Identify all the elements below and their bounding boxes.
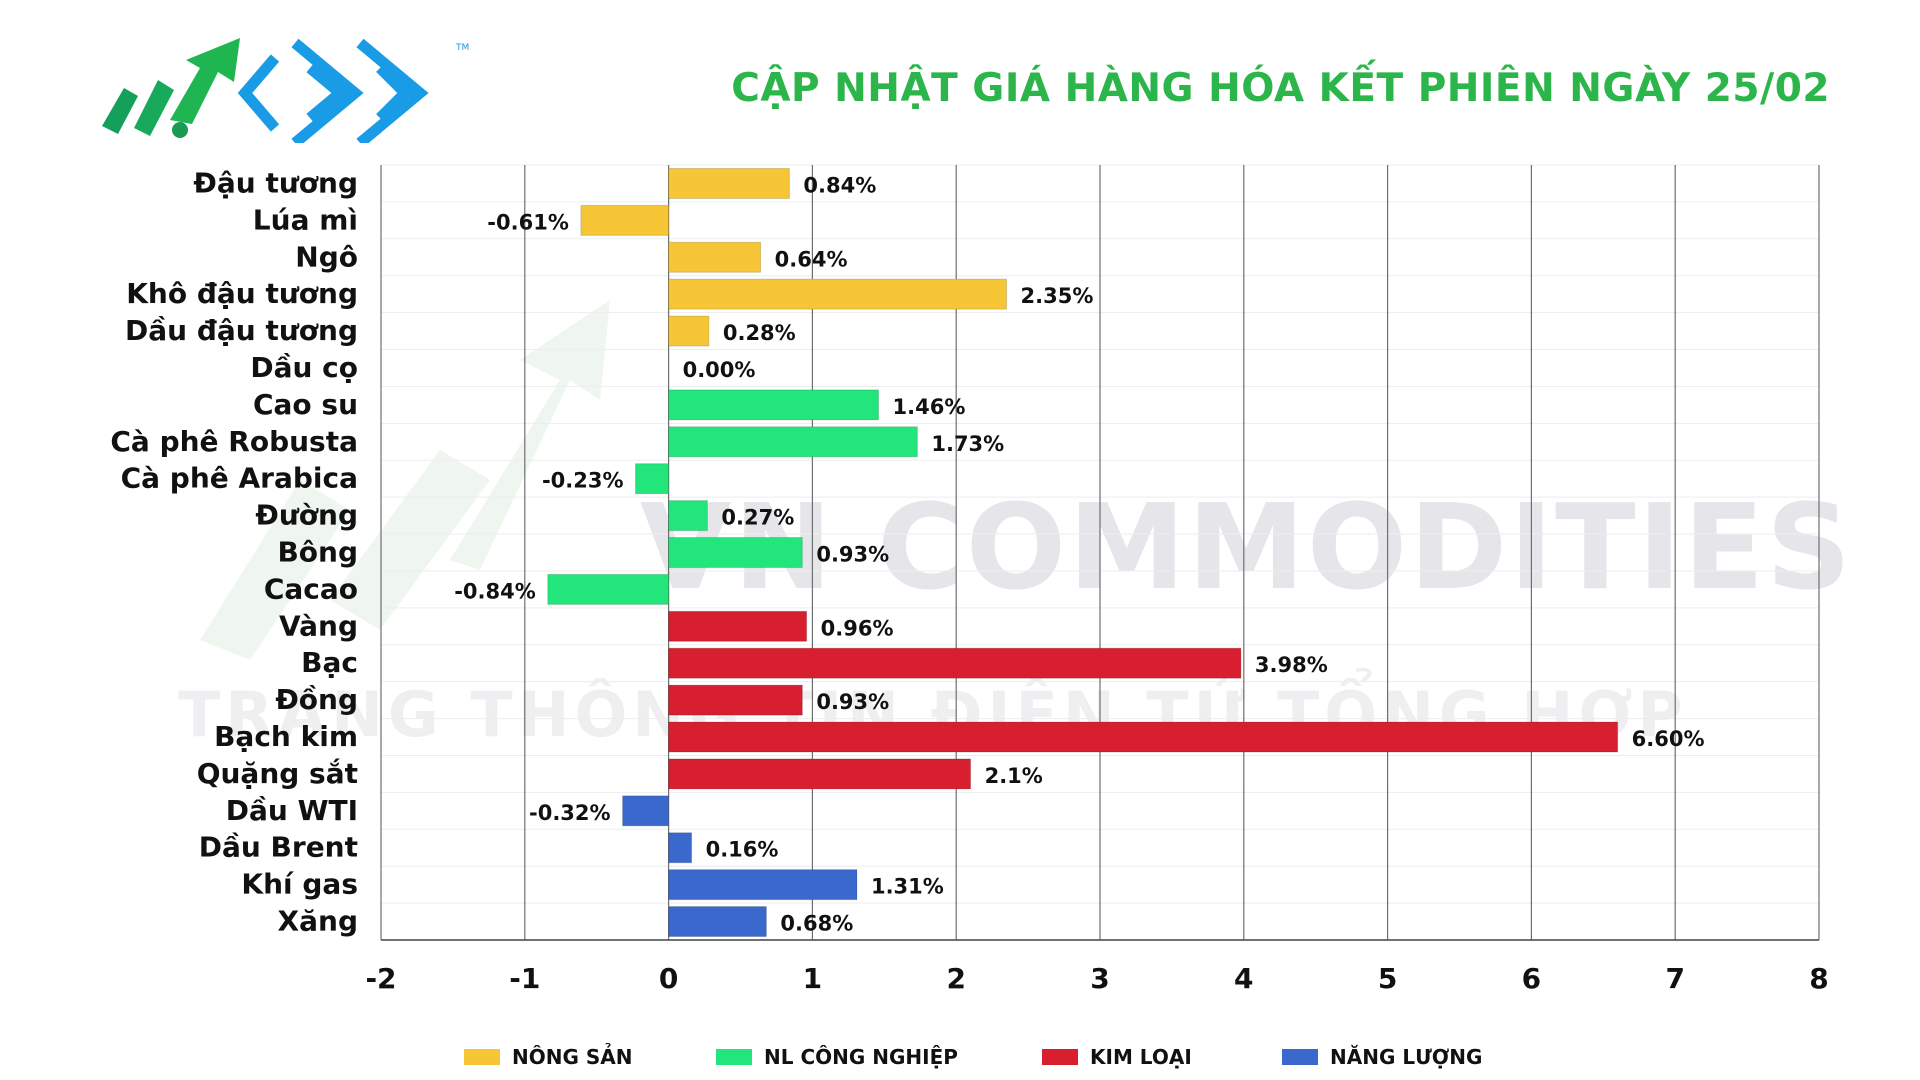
growth-arrow-icon — [102, 38, 240, 138]
bar — [668, 241, 762, 273]
data-label: -0.32% — [529, 801, 611, 825]
category-label: Bạc — [301, 646, 358, 679]
bar — [547, 573, 670, 605]
x-tick-label: 2 — [946, 962, 965, 995]
category-label: Bạch kim — [214, 720, 358, 753]
category-label: Đậu tương — [193, 166, 358, 199]
brand-logo: TM — [102, 38, 469, 143]
data-label: -0.84% — [454, 579, 536, 603]
category-label: Đường — [255, 499, 358, 532]
legend-label: NL CÔNG NGHIỆP — [764, 1045, 958, 1069]
data-label: 2.1% — [985, 764, 1043, 788]
legend-swatch — [1042, 1049, 1078, 1065]
x-tick-label: 0 — [659, 962, 678, 995]
vnc-mark-icon — [237, 38, 429, 143]
x-tick-label: 6 — [1522, 962, 1541, 995]
legend-item: NÔNG SẢN — [464, 1042, 632, 1072]
category-label: Bông — [277, 536, 358, 569]
data-label: -0.61% — [487, 210, 569, 234]
category-label: Lúa mì — [253, 203, 358, 236]
legend-label: KIM LOẠI — [1090, 1045, 1192, 1069]
legend-item: KIM LOẠI — [1042, 1042, 1192, 1072]
category-label: Đồng — [275, 683, 358, 716]
bar — [668, 500, 708, 532]
data-label: 1.31% — [871, 875, 944, 899]
category-label: Dầu WTI — [226, 794, 358, 827]
x-tick-label: 7 — [1665, 962, 1684, 995]
legend-item: NĂNG LƯỢNG — [1282, 1042, 1482, 1072]
data-label: -0.23% — [542, 469, 624, 493]
category-label: Cao su — [253, 388, 358, 421]
legend-swatch — [464, 1049, 500, 1065]
bar — [668, 610, 808, 642]
bar — [668, 832, 693, 864]
data-label: 0.00% — [683, 358, 756, 382]
data-label: 0.93% — [816, 690, 889, 714]
category-label: Dầu Brent — [199, 831, 358, 864]
bar — [668, 869, 858, 901]
bar — [635, 463, 670, 495]
legend-label: NÔNG SẢN — [512, 1045, 633, 1069]
bar — [668, 758, 972, 790]
bar — [668, 537, 803, 568]
x-tick-label: 1 — [803, 962, 822, 995]
data-label: 0.68% — [780, 912, 853, 936]
bar — [668, 167, 790, 199]
x-tick-label: -1 — [509, 962, 540, 995]
page-title: CẬP NHẬT GIÁ HÀNG HÓA KẾT PHIÊN NGÀY 25/… — [731, 66, 1830, 111]
x-tick-label: -2 — [365, 962, 396, 995]
category-label: Quặng sắt — [197, 757, 358, 790]
category-label: Cà phê Robusta — [110, 425, 358, 458]
category-label: Vàng — [279, 609, 358, 642]
trademark-text: TM — [455, 43, 469, 53]
bar — [668, 389, 880, 421]
data-label: 0.16% — [706, 838, 779, 862]
bar — [668, 426, 918, 458]
legend-label: NĂNG LƯỢNG — [1330, 1045, 1483, 1069]
x-tick-label: 3 — [1090, 962, 1109, 995]
bar — [668, 721, 1619, 753]
bar — [668, 278, 1008, 310]
data-label: 0.27% — [721, 506, 794, 530]
data-label: 0.93% — [816, 543, 889, 567]
bar — [668, 684, 803, 716]
data-label: 0.84% — [803, 173, 876, 197]
category-label: Ngô — [295, 240, 358, 273]
category-label: Xăng — [278, 905, 358, 938]
x-tick-label: 8 — [1809, 962, 1828, 995]
x-tick-label: 4 — [1234, 962, 1253, 995]
legend-swatch — [716, 1049, 752, 1065]
category-label: Khô đậu tương — [126, 277, 358, 310]
bar — [668, 315, 710, 347]
data-label: 0.64% — [775, 247, 848, 271]
category-label: Dầu đậu tương — [125, 314, 358, 347]
data-label: 0.96% — [821, 616, 894, 640]
data-label: 2.35% — [1021, 284, 1094, 308]
category-label: Dầu cọ — [250, 351, 358, 384]
bar — [668, 906, 767, 938]
legend-item: NL CÔNG NGHIỆP — [716, 1042, 958, 1072]
data-label: 6.60% — [1632, 727, 1705, 751]
bar — [668, 647, 1242, 679]
legend-swatch — [1282, 1049, 1318, 1065]
x-tick-label: 5 — [1378, 962, 1397, 995]
bar — [622, 795, 670, 827]
data-label: 1.73% — [931, 432, 1004, 456]
category-label: Cà phê Arabica — [121, 462, 358, 495]
data-label: 0.28% — [723, 321, 796, 345]
category-label: Cacao — [264, 572, 358, 605]
bar — [580, 204, 670, 236]
category-label: Khí gas — [241, 868, 358, 901]
data-label: 3.98% — [1255, 653, 1328, 677]
data-label: 1.46% — [893, 395, 966, 419]
